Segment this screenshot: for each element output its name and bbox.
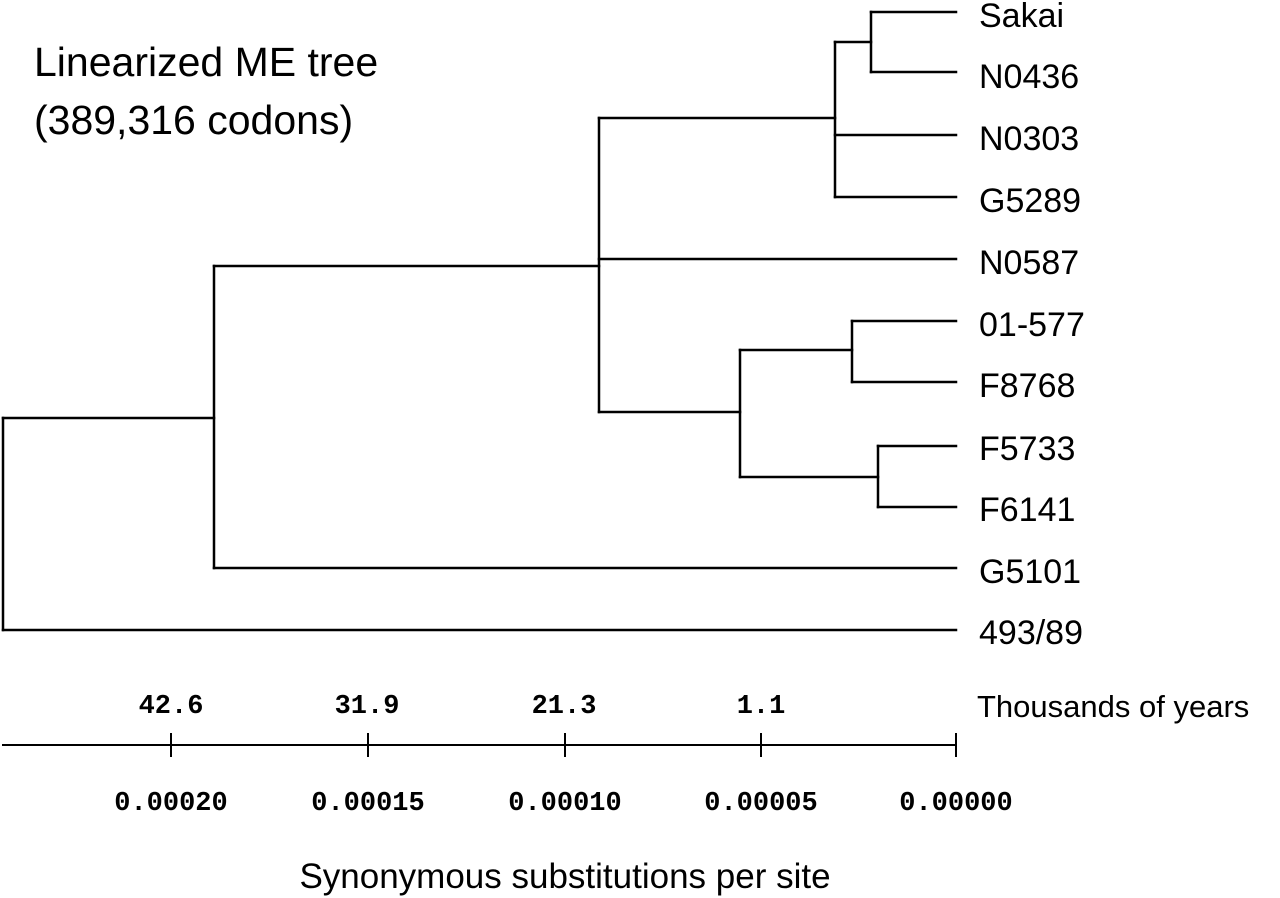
figure-title-line-1: Linearized ME tree [34, 39, 378, 85]
tip-label-g5101: G5101 [979, 553, 1081, 591]
tip-label-01-577: 01-577 [979, 306, 1085, 344]
tip-label-n0303: N0303 [979, 120, 1079, 158]
substitution-tick-label: 0.00020 [114, 789, 227, 819]
substitution-axis-title: Synonymous substitutions per site [299, 857, 830, 896]
substitution-tick-label: 0.00000 [899, 789, 1012, 819]
tip-labels: Sakai N0436 N0303 G5289 N0587 01-577 F87… [979, 0, 1085, 652]
tip-label-f6141: F6141 [979, 491, 1075, 529]
substitution-axis: 0.00020 0.00015 0.00010 0.00005 0.00000 … [2, 733, 1013, 896]
tip-label-f5733: F5733 [979, 430, 1075, 468]
figure-title-line-2: (389,316 codons) [34, 97, 353, 143]
years-axis: 42.6 31.9 21.3 1.1 Thousands of years [139, 689, 1250, 724]
tip-label-n0587: N0587 [979, 244, 1079, 282]
years-axis-title: Thousands of years [977, 689, 1249, 724]
years-tick-label: 31.9 [335, 692, 400, 722]
years-tick-label: 1.1 [737, 692, 786, 722]
substitution-tick-label: 0.00015 [311, 789, 424, 819]
tree-branches [1, 10, 958, 632]
substitution-tick-label: 0.00005 [704, 789, 817, 819]
substitution-tick-label: 0.00010 [508, 789, 621, 819]
tip-label-sakai: Sakai [979, 0, 1064, 35]
years-tick-label: 42.6 [139, 692, 204, 722]
tip-label-493-89: 493/89 [979, 614, 1083, 652]
years-tick-label: 21.3 [532, 692, 597, 722]
tip-label-n0436: N0436 [979, 58, 1079, 96]
tip-label-f8768: F8768 [979, 367, 1075, 405]
tip-label-g5289: G5289 [979, 182, 1081, 220]
